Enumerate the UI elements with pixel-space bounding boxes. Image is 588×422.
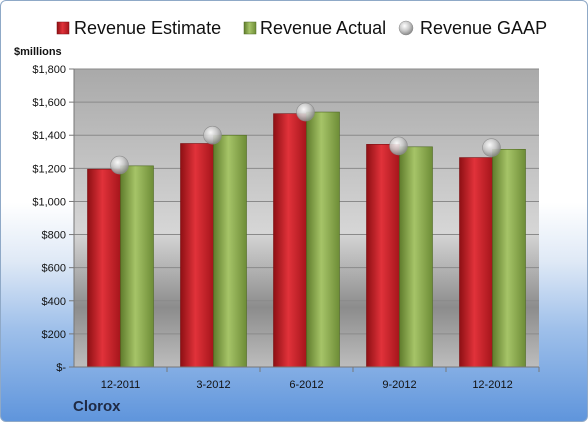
bar-actual <box>492 148 526 368</box>
x-tick-label: 3-2012 <box>196 379 230 391</box>
y-tick-label: $1,400 <box>32 130 66 142</box>
bar-estimate <box>180 143 214 368</box>
gaap-points <box>110 102 501 175</box>
bar-estimate <box>87 168 121 368</box>
legend-actual-label: Revenue Actual <box>260 18 386 38</box>
y-tick-label: $1,000 <box>32 196 66 208</box>
gaap-point <box>203 125 222 145</box>
y-axis-label: $millions <box>14 46 62 58</box>
bar-estimate <box>366 144 400 368</box>
bars <box>87 111 526 368</box>
y-tick-label: $- <box>56 362 66 374</box>
legend: Revenue Estimate Revenue Actual Revenue … <box>56 18 547 38</box>
y-tick-label: $200 <box>42 329 66 341</box>
x-tick-label: 12-2012 <box>472 379 512 391</box>
bar-estimate <box>273 113 307 368</box>
y-tick-label: $400 <box>42 296 66 308</box>
y-tick-label: $800 <box>42 230 66 242</box>
bar-actual <box>306 111 340 368</box>
bar-estimate <box>459 157 493 368</box>
legend-gaap-marker <box>398 20 414 36</box>
legend-estimate-label: Revenue Estimate <box>74 18 221 38</box>
x-tick-label: 6-2012 <box>289 379 323 391</box>
x-tick-label: 12-2011 <box>101 379 141 391</box>
bar-actual <box>399 146 433 368</box>
gaap-point <box>389 136 408 156</box>
x-tick-label: 9-2012 <box>382 379 416 391</box>
bar-actual <box>213 134 247 368</box>
y-tick-label: $1,200 <box>32 163 66 175</box>
gaap-point <box>296 102 315 122</box>
bar-actual <box>120 165 154 368</box>
legend-actual-swatch <box>243 21 257 35</box>
legend-gaap-label: Revenue GAAP <box>420 18 547 38</box>
gaap-point <box>110 155 129 175</box>
y-axis-ticks: $- $200 $400 $600 $800 $1,000 $1,200 $1,400 $1,6… <box>32 64 74 374</box>
y-tick-label: $1,600 <box>32 97 66 109</box>
x-axis-ticks: 12-2011 3-2012 6-2012 9-2012 12-2012 <box>101 367 540 391</box>
gaap-point <box>482 138 501 157</box>
company-name: Clorox <box>73 398 121 415</box>
y-tick-label: $600 <box>42 263 66 275</box>
legend-estimate-swatch <box>56 21 70 35</box>
y-tick-label: $1,800 <box>32 64 66 76</box>
